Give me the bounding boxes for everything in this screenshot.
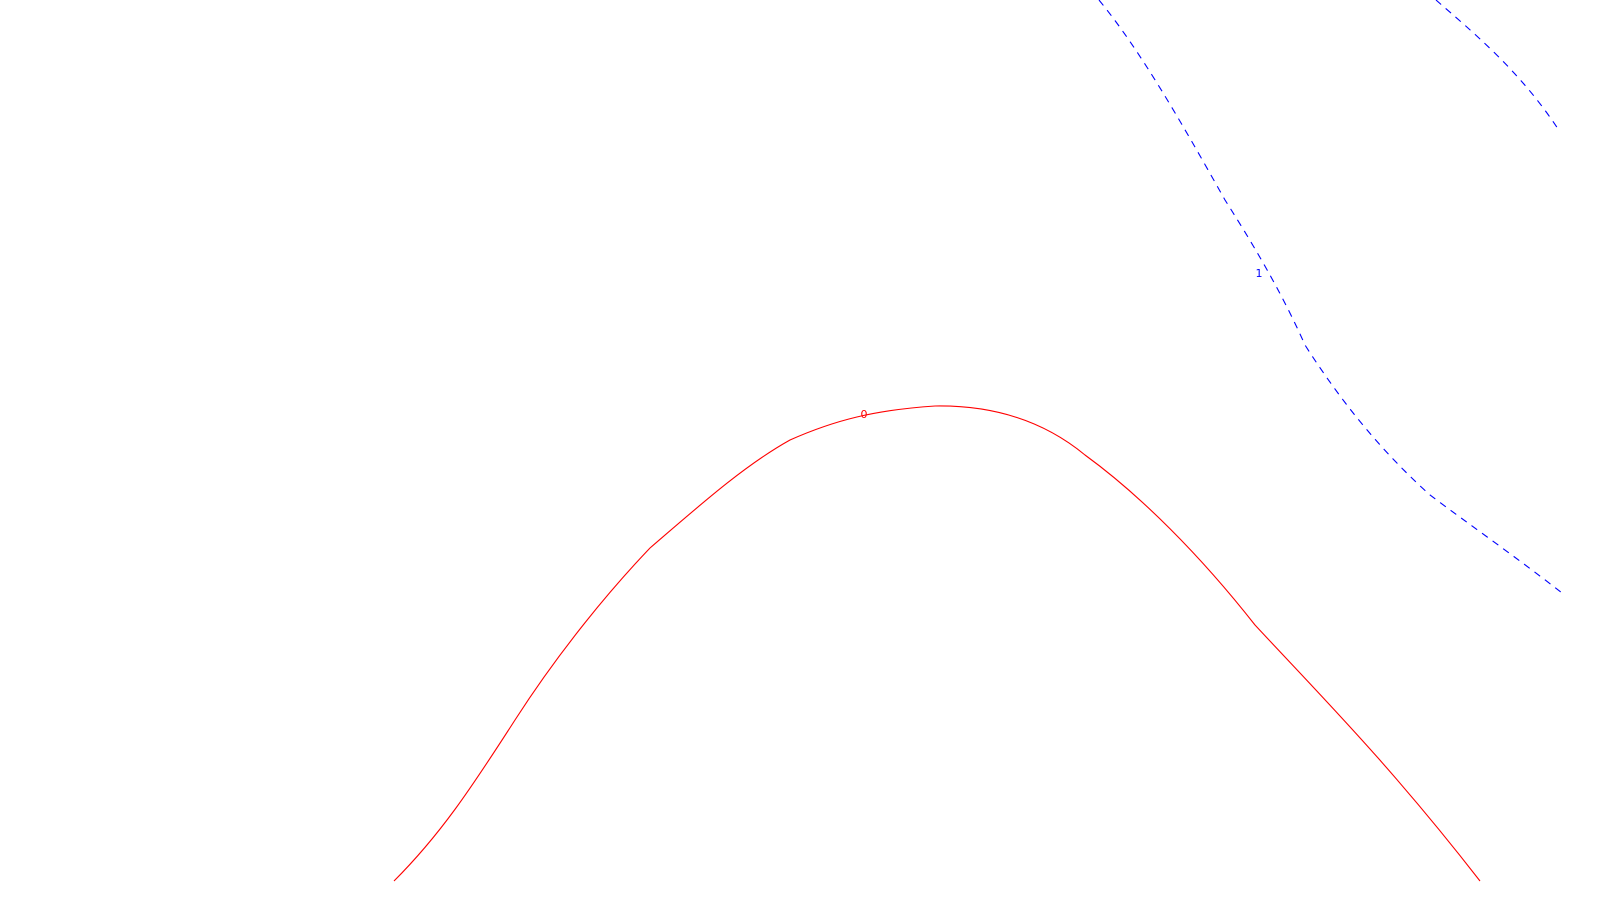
contour-label-1: 1 [1256, 267, 1263, 280]
contour-level-1: 1 [1098, 0, 1563, 594]
contour-level-0: 0 [393, 405, 1481, 882]
contour-line-1-b [1435, 0, 1561, 133]
contour-line-1-a [1098, 0, 1563, 594]
contour-label-0: 0 [861, 408, 868, 421]
contour-line-0 [393, 405, 1481, 882]
